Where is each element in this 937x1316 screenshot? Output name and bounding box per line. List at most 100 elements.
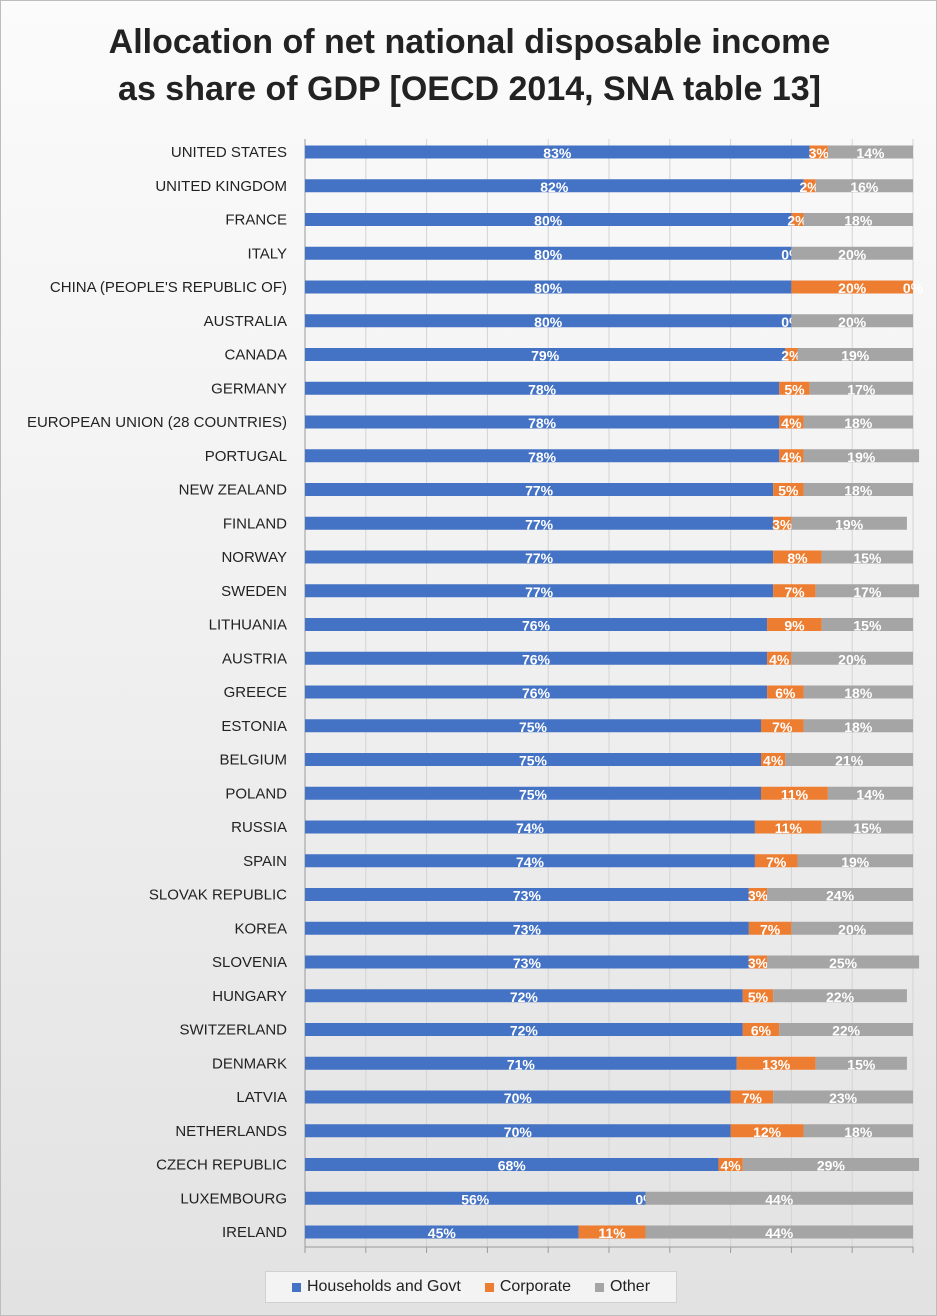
category-label-czech-republic: CZECH REPUBLIC xyxy=(156,1157,287,1174)
category-label-denmark: DENMARK xyxy=(212,1055,287,1072)
data-label-households-france: 80% xyxy=(534,213,563,229)
category-label-russia: RUSSIA xyxy=(231,819,287,836)
data-label-households-austria: 76% xyxy=(522,651,551,667)
bar-other-austria xyxy=(791,651,913,665)
data-label-households-canada: 79% xyxy=(531,348,560,364)
data-label-corporate-russia: 11% xyxy=(775,820,803,836)
bar-other-australia xyxy=(791,314,913,328)
data-label-households-latvia: 70% xyxy=(504,1090,533,1106)
bar-corporate-european-union-28-countries xyxy=(779,415,804,429)
bar-other-estonia xyxy=(803,719,913,733)
bar-households-china-people-s-republic-of xyxy=(305,280,792,294)
data-label-corporate-new-zealand: 5% xyxy=(778,483,799,499)
bar-households-norway xyxy=(305,550,774,564)
category-label-european-union-28-countries: EUROPEAN UNION (28 COUNTRIES) xyxy=(27,414,287,431)
bar-other-spain xyxy=(797,854,913,868)
bar-corporate-greece xyxy=(767,685,804,699)
category-label-netherlands: NETHERLANDS xyxy=(175,1123,287,1140)
bar-other-italy xyxy=(791,246,913,260)
data-label-other-hungary: 22% xyxy=(826,989,855,1005)
bar-households-russia xyxy=(305,820,755,834)
data-label-households-denmark: 71% xyxy=(507,1056,536,1072)
bar-households-france xyxy=(305,213,792,226)
legend-item-corporate: Corporate xyxy=(484,1278,571,1296)
data-label-corporate-denmark: 13% xyxy=(762,1056,791,1072)
bar-households-slovenia xyxy=(305,955,749,969)
bar-other-france xyxy=(803,213,913,226)
category-label-canada: CANADA xyxy=(224,347,287,364)
bar-corporate-denmark xyxy=(736,1056,816,1070)
bar-other-denmark xyxy=(815,1056,907,1070)
data-label-other-latvia: 23% xyxy=(829,1090,858,1106)
data-label-households-hungary: 72% xyxy=(510,989,539,1005)
bar-other-latvia xyxy=(773,1090,913,1104)
bar-other-greece xyxy=(803,685,913,699)
category-label-germany: GERMANY xyxy=(211,380,287,397)
data-label-households-korea: 73% xyxy=(513,921,542,937)
bar-corporate-norway xyxy=(773,550,822,564)
data-label-households-germany: 78% xyxy=(528,381,557,397)
data-label-households-belgium: 75% xyxy=(519,753,548,769)
bar-corporate-netherlands xyxy=(730,1124,804,1138)
data-label-other-european-union-28-countries: 18% xyxy=(844,415,873,431)
bar-other-belgium xyxy=(785,753,913,766)
data-label-corporate-hungary: 5% xyxy=(748,989,769,1005)
bar-households-austria xyxy=(305,651,768,665)
bar-corporate-lithuania xyxy=(767,618,822,631)
data-label-other-slovak-republic: 24% xyxy=(826,888,855,904)
bar-households-canada xyxy=(305,348,786,361)
data-label-corporate-china-people-s-republic-of: 20% xyxy=(838,280,867,296)
data-label-other-netherlands: 18% xyxy=(844,1124,873,1140)
category-label-luxembourg: LUXEMBOURG xyxy=(180,1190,287,1207)
data-label-other-china-people-s-republic-of: 0% xyxy=(903,280,924,296)
data-label-corporate-czech-republic: 4% xyxy=(720,1158,741,1174)
data-label-households-slovenia: 73% xyxy=(513,955,542,971)
data-label-households-luxembourg: 56% xyxy=(461,1191,490,1207)
category-label-italy: ITALY xyxy=(248,245,287,262)
data-label-other-poland: 14% xyxy=(856,786,885,802)
data-label-corporate-spain: 7% xyxy=(766,854,787,870)
bar-households-netherlands xyxy=(305,1124,731,1138)
data-label-other-canada: 19% xyxy=(841,348,870,364)
data-label-households-lithuania: 76% xyxy=(522,618,551,634)
data-label-corporate-canada: 2% xyxy=(781,348,802,364)
category-label-ireland: IRELAND xyxy=(222,1224,287,1241)
data-label-other-united-kingdom: 16% xyxy=(850,179,879,195)
category-label-norway: NORWAY xyxy=(221,549,287,566)
bar-other-czech-republic xyxy=(742,1158,920,1171)
data-label-other-czech-republic: 29% xyxy=(817,1158,846,1174)
data-label-corporate-slovenia: 3% xyxy=(748,955,769,971)
data-label-households-italy: 80% xyxy=(534,246,563,262)
data-label-other-germany: 17% xyxy=(847,381,876,397)
data-label-corporate-ireland: 11% xyxy=(598,1225,626,1241)
category-label-spain: SPAIN xyxy=(243,853,287,870)
data-label-households-finland: 77% xyxy=(525,516,554,532)
bar-households-switzerland xyxy=(305,1023,743,1036)
bar-corporate-sweden xyxy=(773,584,816,598)
bar-households-australia xyxy=(305,314,792,328)
data-label-households-new-zealand: 77% xyxy=(525,483,554,499)
data-label-households-portugal: 78% xyxy=(528,449,557,465)
bar-households-united-states xyxy=(305,145,810,159)
bar-households-hungary xyxy=(305,989,743,1003)
bar-corporate-hungary xyxy=(742,989,774,1003)
bar-other-russia xyxy=(821,820,913,834)
bar-households-italy xyxy=(305,246,792,260)
data-label-other-luxembourg: 44% xyxy=(765,1191,794,1207)
bar-other-luxembourg xyxy=(645,1191,913,1205)
bar-corporate-belgium xyxy=(761,753,786,766)
data-label-corporate-finland: 3% xyxy=(772,516,793,532)
bar-households-latvia xyxy=(305,1090,731,1104)
data-label-other-spain: 19% xyxy=(841,854,870,870)
data-label-households-united-kingdom: 82% xyxy=(540,179,569,195)
data-label-corporate-united-states: 3% xyxy=(809,145,830,161)
category-label-estonia: ESTONIA xyxy=(221,718,287,735)
bar-other-switzerland xyxy=(779,1023,913,1036)
bar-households-united-kingdom xyxy=(305,179,804,193)
data-label-corporate-estonia: 7% xyxy=(772,719,793,735)
bar-other-netherlands xyxy=(803,1124,913,1138)
bar-households-korea xyxy=(305,921,749,935)
data-label-other-new-zealand: 18% xyxy=(844,483,873,499)
category-label-australia: AUSTRALIA xyxy=(204,313,287,330)
data-label-other-ireland: 44% xyxy=(765,1225,794,1241)
